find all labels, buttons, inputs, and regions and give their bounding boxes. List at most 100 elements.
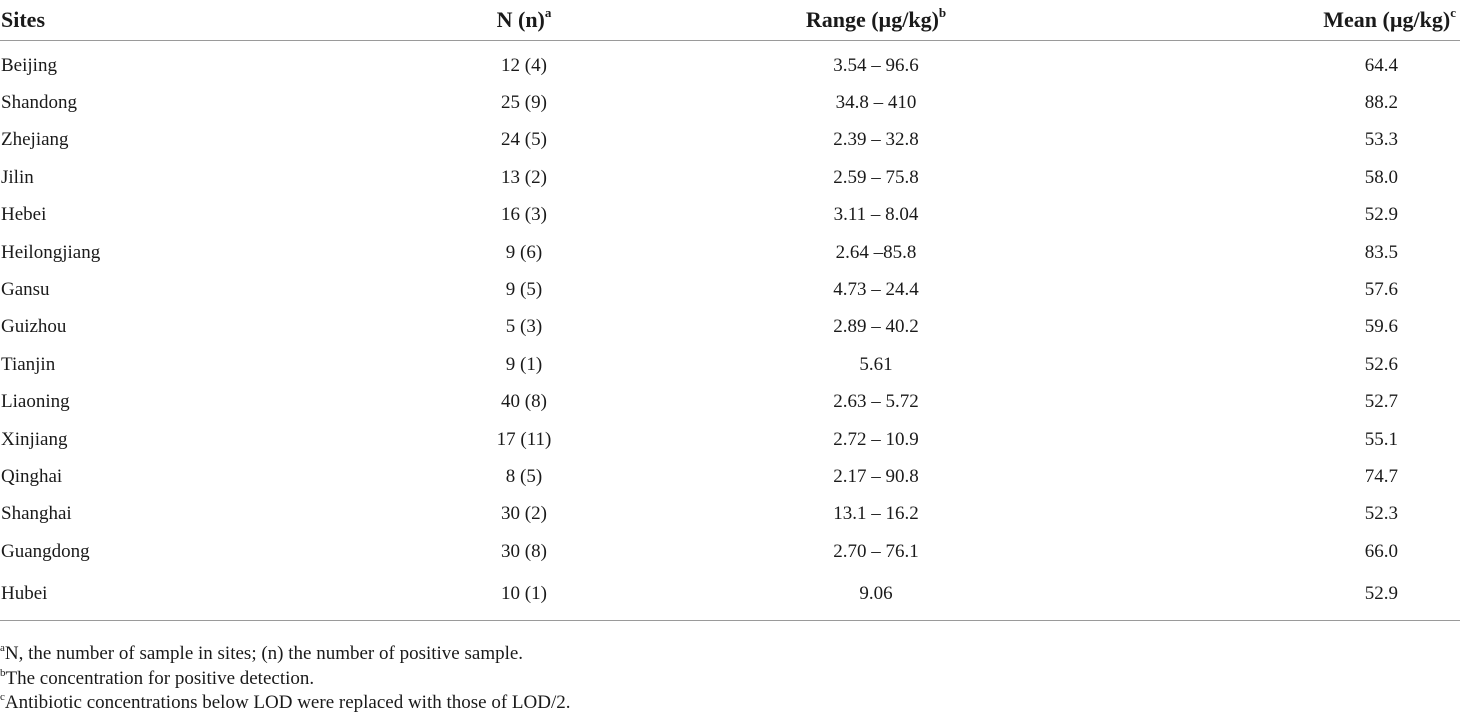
table-row: Guizhou 5 (3) 2.89 – 40.2 59.6 — [0, 309, 1460, 346]
cell-mean: 58.0 — [1364, 166, 1398, 188]
table-row: Shanghai 30 (2) 13.1 – 16.2 52.3 — [0, 496, 1460, 533]
cell-range: 3.11 – 8.04 — [833, 204, 919, 226]
cell-mean: 52.9 — [1364, 204, 1398, 226]
footnote-b: bThe concentration for positive detectio… — [0, 667, 1460, 692]
table-row: Tianjin 9 (1) 5.61 52.6 — [0, 346, 1460, 383]
table-row: Heilongjiang 9 (6) 2.64 –85.8 83.5 — [0, 234, 1460, 271]
table-row: Xinjiang 17 (11) 2.72 – 10.9 55.1 — [0, 421, 1460, 458]
table-row: Jilin 13 (2) 2.59 – 75.8 58.0 — [0, 159, 1460, 196]
table-header: Sites N (n)a Range (µg/kg)b Mean (µg/kg)… — [0, 0, 1460, 41]
cell-mean: 74.7 — [1364, 465, 1398, 487]
table-row: Gansu 9 (5) 4.73 – 24.4 57.6 — [0, 271, 1460, 308]
column-header-range: Range (µg/kg)b — [612, 0, 1140, 41]
cell-site: Guangdong — [1, 540, 90, 562]
table-row: Hubei 10 (1) 9.06 52.9 — [0, 570, 1460, 622]
table-footnotes: aN, the number of sample in sites; (n) t… — [0, 642, 1460, 716]
cell-mean: 52.9 — [1140, 570, 1460, 622]
cell-range: 2.59 – 75.8 — [833, 166, 919, 188]
footnote-marker-c: c — [1450, 5, 1456, 20]
cell-mean: 55.1 — [1364, 428, 1398, 450]
table-row: Liaoning 40 (8) 2.63 – 5.72 52.7 — [0, 384, 1460, 421]
cell-n: 5 (3) — [505, 316, 543, 338]
cell-site: Beijing — [1, 54, 57, 76]
cell-n: 24 (5) — [501, 129, 547, 151]
cell-site: Xinjiang — [1, 428, 68, 450]
cell-site: Shandong — [1, 92, 77, 114]
column-header-range-label: Range (µg/kg) — [805, 7, 939, 32]
sites-concentration-table: Sites N (n)a Range (µg/kg)b Mean (µg/kg)… — [0, 0, 1460, 622]
cell-site: Tianjin — [1, 353, 56, 375]
cell-range: 3.54 – 96.6 — [833, 54, 919, 76]
cell-range: 2.17 – 90.8 — [833, 465, 919, 487]
cell-range: 5.61 — [859, 353, 893, 375]
cell-mean: 52.3 — [1364, 503, 1398, 525]
cell-site: Gansu — [1, 279, 50, 301]
footnote-marker-a: a — [544, 5, 552, 20]
cell-mean: 83.5 — [1364, 241, 1398, 263]
cell-site: Guizhou — [1, 316, 67, 338]
cell-range: 2.39 – 32.8 — [833, 129, 919, 151]
cell-mean: 57.6 — [1364, 279, 1398, 301]
cell-range: 2.70 – 76.1 — [833, 540, 919, 562]
column-header-mean: Mean (µg/kg)c — [1140, 0, 1460, 41]
footnote-text: The concentration for positive detection… — [5, 667, 315, 689]
cell-range: 9.06 — [612, 570, 1140, 622]
table-row: Shandong 25 (9) 34.8 – 410 88.2 — [0, 84, 1460, 121]
cell-site: Hebei — [1, 204, 47, 226]
cell-site: Hubei — [0, 570, 300, 622]
cell-n: 30 (2) — [501, 503, 547, 525]
column-header-n-label: N (n) — [496, 7, 545, 32]
cell-n: 9 (1) — [505, 353, 543, 375]
cell-n: 8 (5) — [505, 465, 543, 487]
table-row: Hebei 16 (3) 3.11 – 8.04 52.9 — [0, 197, 1460, 234]
footnote-a: aN, the number of sample in sites; (n) t… — [0, 642, 1460, 667]
cell-range: 13.1 – 16.2 — [833, 503, 919, 525]
column-header-n: N (n)a — [300, 0, 612, 41]
footnote-mark: a — [0, 642, 5, 654]
footnote-mark: b — [0, 666, 6, 679]
cell-range: 2.72 – 10.9 — [833, 428, 919, 450]
cell-range: 2.63 – 5.72 — [833, 391, 919, 413]
footnote-text: N, the number of sample in sites; (n) th… — [4, 643, 524, 664]
cell-mean: 64.4 — [1364, 54, 1398, 76]
cell-range: 4.73 – 24.4 — [833, 279, 919, 301]
column-header-sites-label: Sites — [1, 7, 45, 32]
cell-range: 2.64 –85.8 — [835, 241, 917, 263]
cell-site: Shanghai — [1, 503, 72, 525]
cell-mean: 53.3 — [1364, 129, 1398, 151]
cell-n: 40 (8) — [501, 391, 547, 413]
cell-n: 17 (11) — [496, 428, 552, 450]
footnote-text: Antibiotic concentrations below LOD were… — [4, 692, 571, 713]
cell-site: Qinghai — [1, 465, 63, 487]
cell-site: Zhejiang — [1, 129, 69, 151]
column-header-sites: Sites — [0, 0, 300, 41]
table-body: Beijing 12 (4) 3.54 – 96.6 64.4 Shandong 25 (… — [0, 41, 1460, 622]
cell-mean: 59.6 — [1364, 316, 1398, 338]
footnote-c: cAntibiotic concentrations below LOD wer… — [0, 691, 1460, 716]
footnote-marker-b: b — [938, 5, 947, 20]
cell-n: 9 (5) — [505, 279, 543, 301]
cell-n: 10 (1) — [300, 570, 612, 622]
data-table-container: Sites N (n)a Range (µg/kg)b Mean (µg/kg)… — [0, 0, 1460, 622]
cell-range: 34.8 – 410 — [835, 92, 917, 114]
cell-mean: 52.7 — [1364, 391, 1398, 413]
table-row: Qinghai 8 (5) 2.17 – 90.8 74.7 — [0, 458, 1460, 495]
table-row: Zhejiang 24 (5) 2.39 – 32.8 53.3 — [0, 122, 1460, 159]
cell-mean: 88.2 — [1364, 92, 1398, 114]
cell-mean: 52.6 — [1364, 353, 1398, 375]
table-row: Beijing 12 (4) 3.54 – 96.6 64.4 — [0, 41, 1460, 85]
cell-site: Heilongjiang — [1, 241, 101, 263]
cell-n: 16 (3) — [501, 204, 547, 226]
header-row: Sites N (n)a Range (µg/kg)b Mean (µg/kg)… — [0, 0, 1460, 41]
cell-range: 2.89 – 40.2 — [833, 316, 919, 338]
column-header-mean-label: Mean (µg/kg) — [1323, 7, 1451, 32]
cell-n: 13 (2) — [501, 166, 547, 188]
cell-n: 30 (8) — [501, 540, 547, 562]
cell-n: 12 (4) — [501, 54, 547, 76]
footnote-mark: c — [0, 691, 5, 703]
cell-mean: 66.0 — [1364, 540, 1398, 562]
cell-n: 25 (9) — [501, 92, 547, 114]
cell-site: Jilin — [1, 166, 34, 188]
cell-n: 9 (6) — [505, 241, 543, 263]
table-row: Guangdong 30 (8) 2.70 – 76.1 66.0 — [0, 533, 1460, 570]
